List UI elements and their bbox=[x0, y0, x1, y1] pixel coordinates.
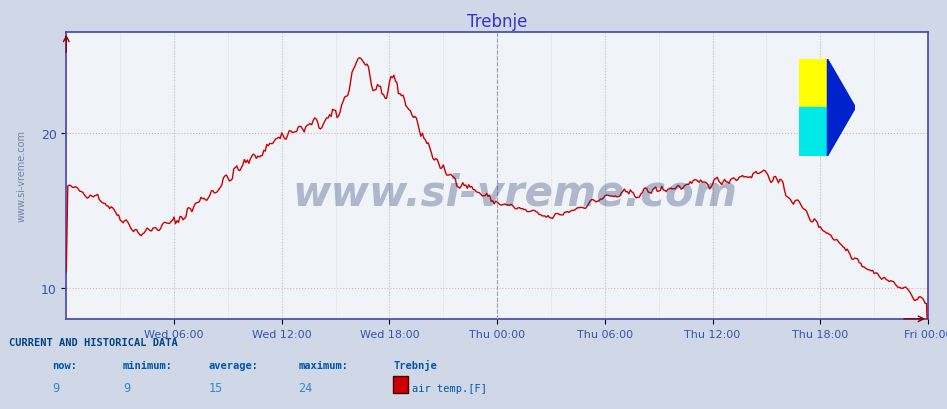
Text: 9: 9 bbox=[123, 381, 131, 393]
Text: now:: now: bbox=[52, 360, 77, 370]
Title: Trebnje: Trebnje bbox=[467, 13, 527, 31]
Text: 24: 24 bbox=[298, 381, 313, 393]
Text: Trebnje: Trebnje bbox=[393, 359, 437, 370]
Text: CURRENT AND HISTORICAL DATA: CURRENT AND HISTORICAL DATA bbox=[9, 337, 178, 348]
Text: www.si-vreme.com: www.si-vreme.com bbox=[16, 130, 27, 222]
Text: 15: 15 bbox=[208, 381, 223, 393]
Text: maximum:: maximum: bbox=[298, 360, 348, 370]
Polygon shape bbox=[828, 60, 855, 157]
Text: average:: average: bbox=[208, 360, 259, 370]
Text: minimum:: minimum: bbox=[123, 360, 173, 370]
Text: 9: 9 bbox=[52, 381, 60, 393]
Polygon shape bbox=[799, 108, 828, 157]
Text: www.si-vreme.com: www.si-vreme.com bbox=[292, 172, 737, 214]
Text: air temp.[F]: air temp.[F] bbox=[412, 382, 487, 393]
Polygon shape bbox=[799, 60, 828, 108]
